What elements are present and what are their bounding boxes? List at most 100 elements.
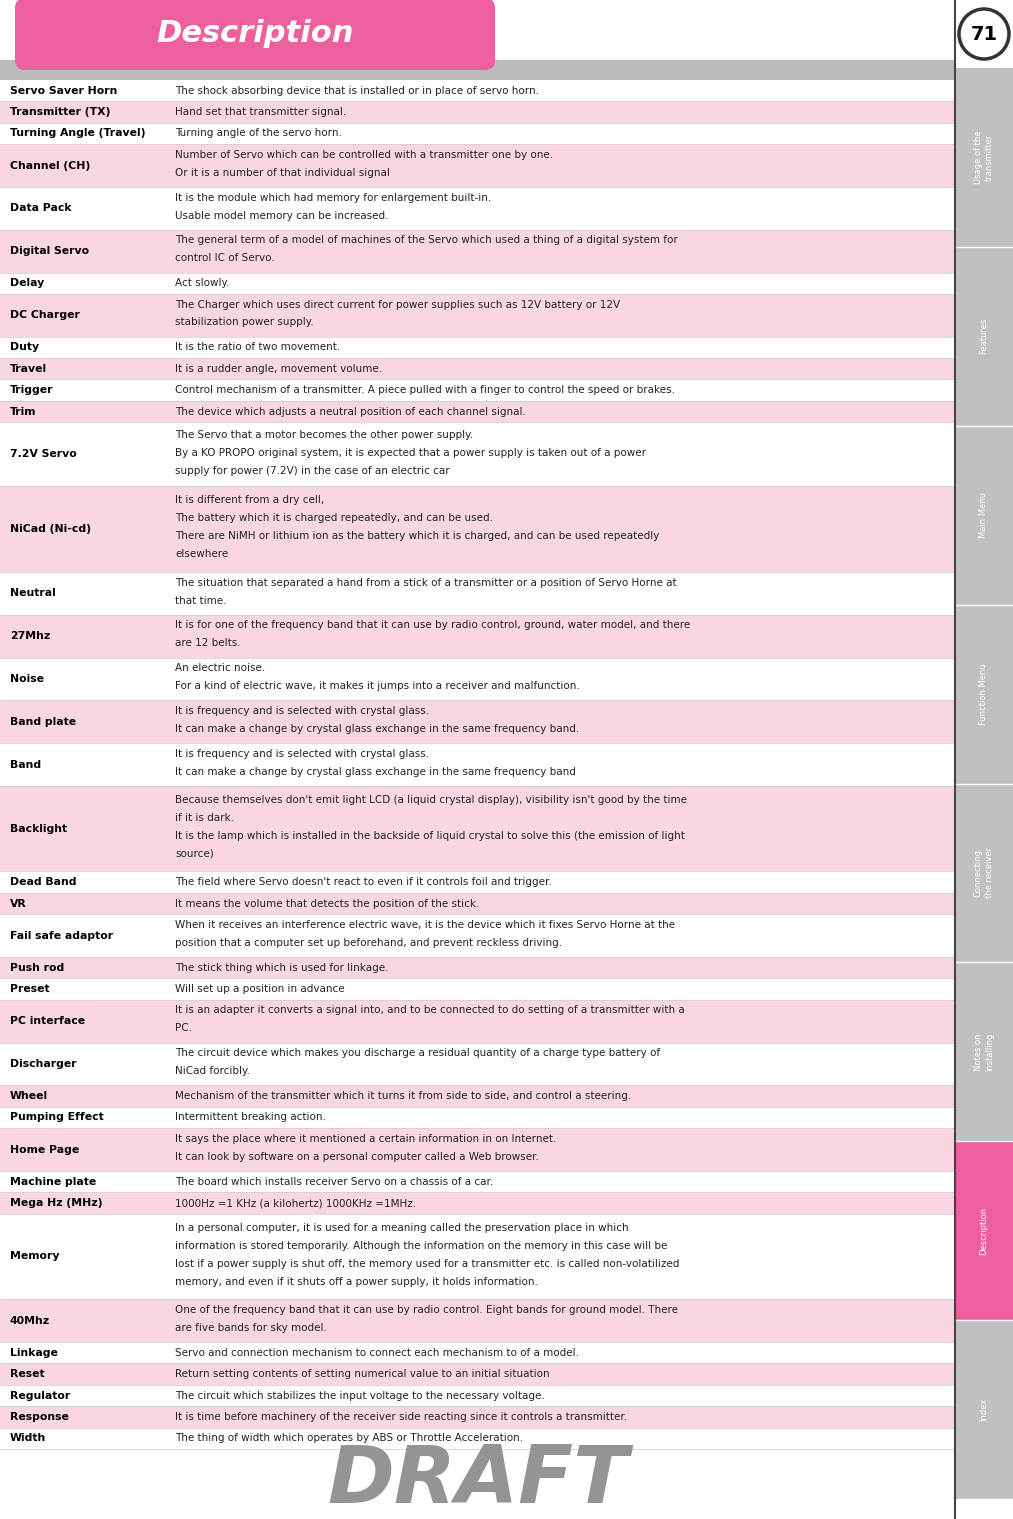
Text: control IC of Servo.: control IC of Servo. — [175, 254, 275, 263]
Text: Usable model memory can be increased.: Usable model memory can be increased. — [175, 211, 389, 220]
Text: It is for one of the frequency band that it can use by radio control, ground, wa: It is for one of the frequency band that… — [175, 620, 690, 630]
Text: Noise: Noise — [10, 674, 44, 684]
Text: NiCad forcibly.: NiCad forcibly. — [175, 1066, 250, 1075]
Text: Data Pack: Data Pack — [10, 204, 72, 213]
Text: Reset: Reset — [10, 1369, 45, 1379]
Text: Act slowly.: Act slowly. — [175, 278, 230, 289]
Text: memory, and even if it shuts off a power supply, it holds information.: memory, and even if it shuts off a power… — [175, 1276, 538, 1287]
Text: Mechanism of the transmitter which it turns it from side to side, and control a : Mechanism of the transmitter which it tu… — [175, 1091, 631, 1101]
Text: It is time before machinery of the receiver side reacting since it controls a tr: It is time before machinery of the recei… — [175, 1413, 627, 1422]
Text: Mega Hz (MHz): Mega Hz (MHz) — [10, 1198, 102, 1208]
Text: Number of Servo which can be controlled with a transmitter one by one.: Number of Servo which can be controlled … — [175, 150, 553, 159]
Bar — [0, 1343, 955, 1364]
Text: It can make a change by crystal glass exchange in the same frequency band.: It can make a change by crystal glass ex… — [175, 725, 579, 734]
Text: 7.2V Servo: 7.2V Servo — [10, 450, 77, 459]
Bar — [0, 914, 955, 957]
Text: It is an adapter it converts a signal into, and to be connected to do setting of: It is an adapter it converts a signal in… — [175, 1006, 685, 1015]
Text: Discharger: Discharger — [10, 1059, 77, 1069]
Text: if it is dark.: if it is dark. — [175, 813, 234, 823]
Text: Regulator: Regulator — [10, 1390, 70, 1401]
Text: There are NiMH or lithium ion as the battery which it is charged, and can be use: There are NiMH or lithium ion as the bat… — [175, 532, 659, 541]
Text: information is stored temporarily. Although the information on the memory in thi: information is stored temporarily. Altho… — [175, 1241, 668, 1250]
Text: Delay: Delay — [10, 278, 45, 289]
Text: Digital Servo: Digital Servo — [10, 246, 89, 257]
Text: Band plate: Band plate — [10, 717, 76, 726]
Text: The circuit which stabilizes the input voltage to the necessary voltage.: The circuit which stabilizes the input v… — [175, 1390, 545, 1401]
Bar — [0, 1086, 955, 1107]
Bar — [955, 605, 1013, 784]
Text: The shock absorbing device that is installed or in place of servo horn.: The shock absorbing device that is insta… — [175, 85, 539, 96]
Ellipse shape — [959, 9, 1009, 59]
Bar — [0, 658, 955, 700]
Bar — [955, 68, 1013, 248]
Bar — [0, 785, 955, 872]
Text: It is frequency and is selected with crystal glass.: It is frequency and is selected with cry… — [175, 749, 430, 758]
Text: An electric noise.: An electric noise. — [175, 664, 265, 673]
Bar — [0, 893, 955, 914]
Text: Intermittent breaking action.: Intermittent breaking action. — [175, 1112, 326, 1123]
Text: It is the module which had memory for enlargement built-in.: It is the module which had memory for en… — [175, 193, 491, 202]
Text: In a personal computer, it is used for a meaning called the preservation place i: In a personal computer, it is used for a… — [175, 1223, 629, 1233]
Text: One of the frequency band that it can use by radio control. Eight bands for grou: One of the frequency band that it can us… — [175, 1305, 678, 1315]
Bar — [0, 486, 955, 573]
Text: stabilization power supply.: stabilization power supply. — [175, 317, 314, 328]
Text: Trigger: Trigger — [10, 386, 54, 395]
Bar — [0, 1129, 955, 1171]
Bar — [0, 1407, 955, 1428]
Text: The thing of width which operates by ABS or Throttle Acceleration.: The thing of width which operates by ABS… — [175, 1434, 523, 1443]
Text: elsewhere: elsewhere — [175, 550, 228, 559]
Text: It can look by software on a personal computer called a Web browser.: It can look by software on a personal co… — [175, 1151, 539, 1162]
Bar — [0, 102, 955, 123]
Text: Servo Saver Horn: Servo Saver Horn — [10, 85, 118, 96]
Text: PC.: PC. — [175, 1024, 192, 1033]
Bar — [0, 1000, 955, 1042]
Bar — [955, 963, 1013, 1141]
Text: that time.: that time. — [175, 595, 227, 606]
Text: Usage of the
transmitter: Usage of the transmitter — [973, 131, 994, 184]
Text: Neutral: Neutral — [10, 588, 56, 598]
Text: When it receives an interference electric wave, it is the device which it fixes : When it receives an interference electri… — [175, 921, 675, 930]
Text: Response: Response — [10, 1413, 69, 1422]
Text: Servo and connection mechanism to connect each mechanism to of a model.: Servo and connection mechanism to connec… — [175, 1347, 579, 1358]
Text: Preset: Preset — [10, 984, 50, 993]
Text: By a KO PROPO original system, it is expected that a power supply is taken out o: By a KO PROPO original system, it is exp… — [175, 448, 646, 457]
Text: DC Charger: DC Charger — [10, 310, 80, 321]
Text: Description: Description — [980, 1206, 989, 1255]
Bar — [0, 615, 955, 658]
Text: Memory: Memory — [10, 1252, 60, 1261]
Text: The Servo that a motor becomes the other power supply.: The Servo that a motor becomes the other… — [175, 430, 473, 439]
Text: It can make a change by crystal glass exchange in the same frequency band: It can make a change by crystal glass ex… — [175, 767, 575, 776]
Bar — [0, 229, 955, 272]
Bar — [0, 1385, 955, 1407]
Text: Index: Index — [980, 1397, 989, 1422]
Bar — [0, 957, 955, 978]
Bar — [0, 123, 955, 144]
Text: It means the volume that detects the position of the stick.: It means the volume that detects the pos… — [175, 899, 479, 908]
Text: DRAFT: DRAFT — [327, 1442, 628, 1519]
Text: Duty: Duty — [10, 342, 40, 352]
Text: Travel: Travel — [10, 363, 48, 374]
Bar — [0, 59, 955, 81]
Bar — [955, 784, 1013, 963]
Bar — [0, 1299, 955, 1343]
Text: The situation that separated a hand from a stick of a transmitter or a position : The situation that separated a hand from… — [175, 577, 677, 588]
Text: Turning angle of the servo horn.: Turning angle of the servo horn. — [175, 129, 341, 138]
Text: Pumping Effect: Pumping Effect — [10, 1112, 103, 1123]
Text: Machine plate: Machine plate — [10, 1177, 96, 1186]
Bar — [0, 978, 955, 1000]
Text: Backlight: Backlight — [10, 823, 67, 834]
Bar — [0, 144, 955, 187]
Text: Because themselves don't emit light LCD (a liquid crystal display), visibility i: Because themselves don't emit light LCD … — [175, 794, 687, 805]
Text: Description: Description — [156, 20, 354, 49]
Bar — [0, 380, 955, 401]
Bar — [0, 1171, 955, 1192]
Bar — [955, 1141, 1013, 1320]
Bar — [0, 81, 955, 102]
Bar — [0, 422, 955, 486]
Text: Transmitter (TX): Transmitter (TX) — [10, 106, 110, 117]
Text: are five bands for sky model.: are five bands for sky model. — [175, 1323, 327, 1332]
Bar — [0, 358, 955, 380]
Text: Channel (CH): Channel (CH) — [10, 161, 90, 170]
FancyBboxPatch shape — [15, 0, 495, 70]
Text: The battery which it is charged repeatedly, and can be used.: The battery which it is charged repeated… — [175, 513, 493, 524]
